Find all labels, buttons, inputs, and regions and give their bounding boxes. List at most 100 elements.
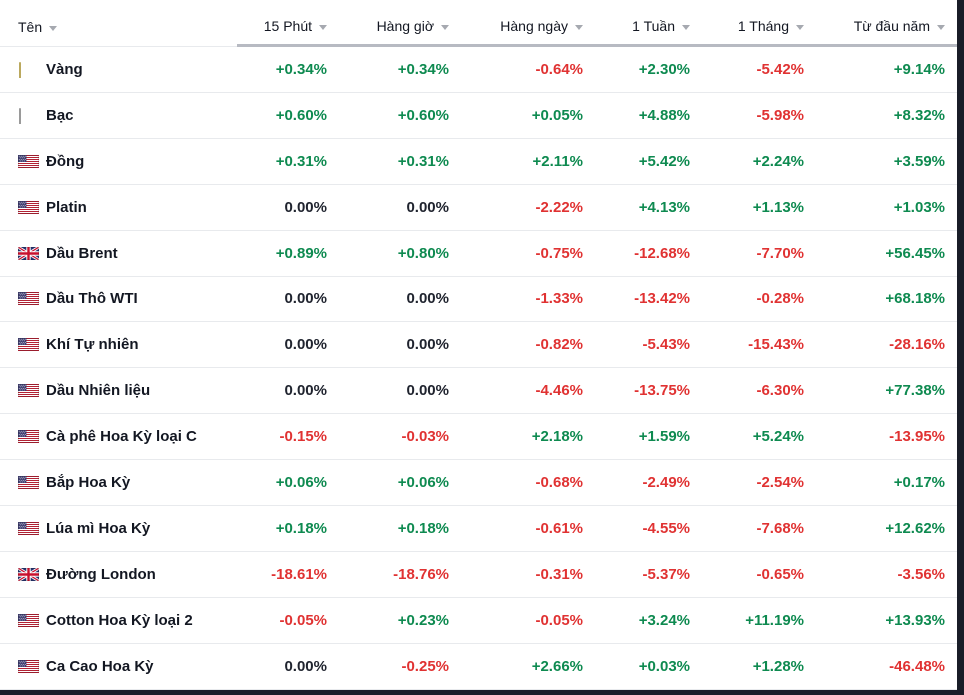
instrument-name-cell[interactable]: Đồng [0,153,237,170]
instrument-name-cell[interactable]: Vàng [0,61,237,78]
table-row[interactable]: Bạc +0.60% +0.60% +0.05% +4.88% -5.98% +… [0,93,964,139]
table-row[interactable]: Ca Cao Hoa Kỳ 0.00% -0.25% +2.66% +0.03%… [0,644,964,690]
table-row[interactable]: Khí Tự nhiên 0.00% 0.00% -0.82% -5.43% -… [0,322,964,369]
us-flag-icon [18,154,39,168]
change-cell-1month: -7.68% [756,520,804,538]
change-cell-ytd: -28.16% [889,336,945,354]
change-cell-15min: 0.00% [284,290,327,308]
uk-flag-icon [18,567,39,581]
instrument-name: Đồng [46,152,85,170]
change-cell-ytd: +1.03% [893,198,945,216]
instrument-name: Cà phê Hoa Kỳ loại C [46,428,197,446]
column-header-label: 1 Tháng [737,18,789,34]
instrument-name: Đường London [46,565,156,583]
change-cell-1week: +0.03% [638,657,690,675]
change-cell-daily: -0.61% [535,520,583,538]
change-cell-hourly: -0.25% [401,657,449,675]
instrument-name-cell[interactable]: Ca Cao Hoa Kỳ [0,658,237,675]
table-row[interactable]: Dầu Brent +0.89% +0.80% -0.75% -12.68% -… [0,231,964,277]
column-header-1month[interactable]: 1 Tháng [710,0,824,47]
table-row[interactable]: Vàng +0.34% +0.34% -0.64% +2.30% -5.42% … [0,47,964,93]
change-cell-hourly: 0.00% [406,382,449,400]
instrument-name-cell[interactable]: Bạc [0,107,237,124]
change-cell-hourly: +0.80% [397,244,449,262]
change-cell-15min: +0.31% [275,152,327,170]
change-cell-15min: -0.15% [279,428,327,446]
change-cell-1week: -5.43% [642,336,690,354]
column-header-daily[interactable]: Hàng ngày [469,0,603,47]
change-cell-1week: -5.37% [642,565,690,583]
instrument-name-cell[interactable]: Cotton Hoa Kỳ loại 2 [0,612,237,629]
instrument-name: Ca Cao Hoa Kỳ [46,657,154,675]
change-cell-ytd: +0.17% [893,474,945,492]
table-row[interactable]: Cotton Hoa Kỳ loại 2 -0.05% +0.23% -0.05… [0,598,964,644]
uk-flag-icon [18,246,39,260]
change-cell-hourly: +0.60% [397,106,449,124]
instrument-name-cell[interactable]: Lúa mì Hoa Kỳ [0,520,237,537]
change-cell-hourly: +0.23% [397,611,449,629]
change-cell-1week: +1.59% [638,428,690,446]
instrument-name-cell[interactable]: Cà phê Hoa Kỳ loại C [0,428,237,445]
change-cell-15min: 0.00% [284,657,327,675]
table-row[interactable]: Dầu Nhiên liệu 0.00% 0.00% -4.46% -13.75… [0,368,964,415]
column-header-label: Hàng ngày [500,18,568,34]
sort-arrow-icon [937,24,945,30]
change-cell-hourly: 0.00% [406,290,449,308]
table-row[interactable]: Đồng +0.31% +0.31% +2.11% +5.42% +2.24% … [0,139,964,185]
change-cell-1week: -4.55% [642,520,690,538]
change-cell-ytd: +13.93% [885,611,945,629]
table-row[interactable]: Cà phê Hoa Kỳ loại C -0.15% -0.03% +2.18… [0,414,964,461]
instrument-name-cell[interactable]: Platin [0,199,237,216]
change-cell-hourly: +0.31% [397,152,449,170]
change-cell-hourly: +0.34% [397,60,449,78]
table-row[interactable]: Đường London -18.61% -18.76% -0.31% -5.3… [0,552,964,598]
change-cell-15min: 0.00% [284,382,327,400]
table-row[interactable]: Platin 0.00% 0.00% -2.22% +4.13% +1.13% … [0,185,964,231]
change-cell-daily: -0.75% [535,244,583,262]
change-cell-1week: -13.75% [634,382,690,400]
instrument-name-cell[interactable]: Dầu Thô WTI [0,290,237,307]
change-cell-daily: -0.05% [535,611,583,629]
instrument-name: Bạc [46,106,74,124]
change-cell-1week: -12.68% [634,244,690,262]
column-header-1week[interactable]: 1 Tuần [603,0,710,47]
instrument-name-cell[interactable]: Khí Tự nhiên [0,336,237,353]
change-cell-hourly: +0.18% [397,520,449,538]
instrument-name: Dầu Brent [46,244,118,262]
table-row[interactable]: Dầu Thô WTI 0.00% 0.00% -1.33% -13.42% -… [0,277,964,323]
instrument-name-cell[interactable]: Dầu Nhiên liệu [0,382,237,399]
change-cell-daily: -2.22% [535,198,583,216]
column-header-label: 1 Tuần [632,18,675,34]
change-cell-1month: -5.42% [756,60,804,78]
sort-arrow-icon [682,24,690,30]
change-cell-15min: +0.89% [275,244,327,262]
change-cell-1month: +1.13% [752,198,804,216]
change-cell-15min: +0.06% [275,474,327,492]
change-cell-ytd: +8.32% [893,106,945,124]
sort-arrow-icon [575,24,583,30]
change-cell-15min: -0.05% [279,611,327,629]
change-cell-daily: +2.11% [532,152,583,170]
change-cell-ytd: -46.48% [889,657,945,675]
change-cell-hourly: -18.76% [393,565,449,583]
column-header-name[interactable]: Tên [0,0,237,47]
change-cell-1month: -0.28% [756,290,804,308]
us-flag-icon [18,659,39,673]
us-flag-icon [18,338,39,352]
table-row[interactable]: Bắp Hoa Kỳ +0.06% +0.06% -0.68% -2.49% -… [0,460,964,507]
change-cell-15min: 0.00% [284,198,327,216]
instrument-name-cell[interactable]: Bắp Hoa Kỳ [0,474,237,491]
change-cell-daily: -4.46% [535,382,583,400]
column-header-ytd[interactable]: Từ đầu năm [824,0,964,47]
us-flag-icon [18,522,39,536]
column-header-15min[interactable]: 15 Phút [237,0,347,47]
column-header-label: Hàng giờ [376,18,434,34]
instrument-name-cell[interactable]: Dầu Brent [0,245,237,262]
change-cell-1month: +5.24% [752,428,804,446]
column-header-hourly[interactable]: Hàng giờ [347,0,469,47]
change-cell-1week: -2.49% [642,474,690,492]
change-cell-1month: -0.65% [756,565,804,583]
table-row[interactable]: Lúa mì Hoa Kỳ +0.18% +0.18% -0.61% -4.55… [0,506,964,552]
instrument-name-cell[interactable]: Đường London [0,566,237,583]
